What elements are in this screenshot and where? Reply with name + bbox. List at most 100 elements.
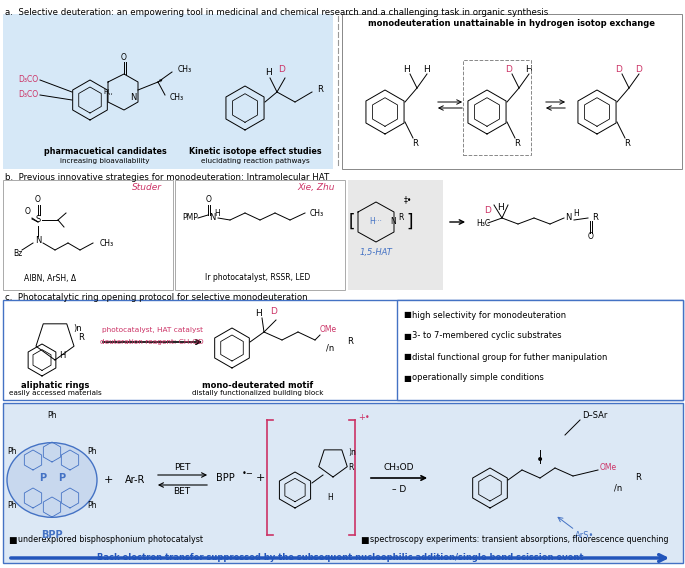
Text: CH₃: CH₃ bbox=[170, 94, 184, 102]
Text: pharmacuetical candidates: pharmacuetical candidates bbox=[44, 148, 166, 157]
Text: /n: /n bbox=[614, 483, 622, 492]
Text: BPP: BPP bbox=[216, 473, 234, 483]
Text: ArS•: ArS• bbox=[575, 531, 595, 540]
Text: H: H bbox=[59, 350, 65, 360]
Text: P: P bbox=[58, 473, 66, 483]
Text: easily accessed materials: easily accessed materials bbox=[9, 390, 101, 396]
Text: O: O bbox=[206, 195, 212, 204]
Text: D: D bbox=[506, 65, 512, 74]
Text: Ph: Ph bbox=[87, 448, 97, 457]
Bar bbox=[397, 300, 683, 400]
Text: ■: ■ bbox=[403, 353, 411, 361]
Text: R: R bbox=[398, 212, 403, 222]
Text: OMe: OMe bbox=[320, 325, 337, 335]
Text: OMe: OMe bbox=[600, 463, 617, 473]
Bar bbox=[348, 180, 443, 290]
Text: ■: ■ bbox=[403, 374, 411, 382]
Text: ]: ] bbox=[407, 213, 413, 231]
Text: R: R bbox=[514, 140, 520, 148]
Text: H: H bbox=[497, 203, 503, 212]
Bar bbox=[3, 300, 683, 400]
Text: Ph: Ph bbox=[8, 500, 16, 509]
Text: distal functional group for futher manipulation: distal functional group for futher manip… bbox=[412, 353, 608, 361]
Text: D–SAr: D–SAr bbox=[582, 411, 608, 420]
Text: H: H bbox=[525, 65, 532, 74]
Text: )n: )n bbox=[348, 449, 356, 457]
Text: +: + bbox=[256, 473, 264, 483]
Bar bbox=[342, 14, 682, 169]
Text: 1,5-HAT: 1,5-HAT bbox=[360, 248, 393, 257]
Text: BPP: BPP bbox=[41, 530, 63, 540]
Text: O: O bbox=[35, 195, 41, 204]
Text: ■: ■ bbox=[403, 311, 411, 319]
Text: H: H bbox=[573, 208, 579, 218]
Text: H: H bbox=[423, 65, 430, 74]
Bar bbox=[3, 14, 333, 169]
Text: Ir photocatalyst, RSSR, LED: Ir photocatalyst, RSSR, LED bbox=[206, 274, 310, 282]
Text: R: R bbox=[347, 337, 353, 346]
Text: O: O bbox=[121, 53, 127, 62]
Text: R: R bbox=[412, 140, 418, 148]
Text: underexplored bisphosphonium photocatalyst: underexplored bisphosphonium photocataly… bbox=[18, 536, 203, 545]
Text: S: S bbox=[36, 215, 40, 224]
Text: Ph: Ph bbox=[47, 411, 57, 420]
Text: N: N bbox=[35, 236, 41, 245]
Text: )n: )n bbox=[73, 324, 82, 332]
Text: •: • bbox=[536, 453, 544, 467]
Text: D: D bbox=[616, 65, 623, 74]
Text: increasing bioavailability: increasing bioavailability bbox=[60, 158, 150, 164]
Bar bbox=[463, 60, 531, 155]
Text: N: N bbox=[390, 218, 396, 227]
Text: H: H bbox=[327, 494, 333, 503]
Text: R: R bbox=[592, 214, 598, 223]
Text: high selectivity for monodeuteration: high selectivity for monodeuteration bbox=[412, 311, 566, 319]
Text: AlBN, ArSH, Δ: AlBN, ArSH, Δ bbox=[24, 274, 76, 282]
Text: R: R bbox=[317, 86, 323, 94]
Text: N: N bbox=[565, 214, 571, 223]
Text: PMP: PMP bbox=[182, 214, 198, 223]
Text: R: R bbox=[78, 333, 84, 343]
Text: D₃CO: D₃CO bbox=[18, 76, 38, 85]
Text: ‡•: ‡• bbox=[404, 195, 412, 204]
Text: BET: BET bbox=[173, 487, 190, 496]
Text: H···: H··· bbox=[370, 218, 382, 227]
Text: H: H bbox=[403, 65, 410, 74]
Text: Studer: Studer bbox=[132, 183, 162, 192]
Text: Back electron transfer suppressed by the subsequent nucleophilic addition/single: Back electron transfer suppressed by the… bbox=[97, 553, 583, 562]
Circle shape bbox=[7, 442, 97, 517]
Text: c.  Photocatalytic ring opening protocol for selective monodeuteration: c. Photocatalytic ring opening protocol … bbox=[5, 293, 308, 302]
Text: D: D bbox=[636, 65, 643, 74]
Text: H: H bbox=[256, 308, 262, 318]
Text: O: O bbox=[25, 207, 31, 216]
Text: D: D bbox=[484, 206, 491, 215]
Text: D: D bbox=[271, 307, 277, 315]
Text: mono-deuterated motif: mono-deuterated motif bbox=[202, 381, 314, 390]
Text: ■: ■ bbox=[8, 536, 16, 545]
Text: O: O bbox=[588, 232, 594, 241]
Text: H: H bbox=[264, 68, 271, 77]
Text: Kinetic isotope effect studies: Kinetic isotope effect studies bbox=[188, 148, 321, 157]
Text: D₃CO: D₃CO bbox=[18, 90, 38, 99]
Bar bbox=[3, 180, 173, 290]
Text: elucidating reaction pathways: elucidating reaction pathways bbox=[201, 158, 310, 164]
Text: H₃C: H₃C bbox=[476, 219, 490, 228]
Text: R: R bbox=[348, 463, 353, 473]
Text: Ph: Ph bbox=[87, 500, 97, 509]
Text: deuteration reagent: CH₃OD: deuteration reagent: CH₃OD bbox=[100, 339, 204, 345]
Text: photocatalyst, HAT catalyst: photocatalyst, HAT catalyst bbox=[101, 327, 203, 333]
Text: 3- to 7-membered cyclic substrates: 3- to 7-membered cyclic substrates bbox=[412, 332, 562, 340]
Text: /n: /n bbox=[326, 344, 334, 353]
Text: CH₃: CH₃ bbox=[178, 65, 192, 74]
Text: CH₃OD: CH₃OD bbox=[384, 463, 414, 473]
Text: Bz: Bz bbox=[14, 249, 23, 257]
Text: D: D bbox=[279, 65, 286, 74]
Text: N: N bbox=[209, 214, 215, 223]
Text: +: + bbox=[103, 475, 113, 485]
Text: CH₃: CH₃ bbox=[100, 239, 114, 248]
Text: distally functionalized building block: distally functionalized building block bbox=[192, 390, 324, 396]
Text: – D: – D bbox=[392, 486, 406, 495]
Text: P: P bbox=[40, 473, 47, 483]
Text: R: R bbox=[624, 140, 630, 148]
Text: Ar-R: Ar-R bbox=[125, 475, 145, 485]
Text: H: H bbox=[214, 208, 220, 218]
